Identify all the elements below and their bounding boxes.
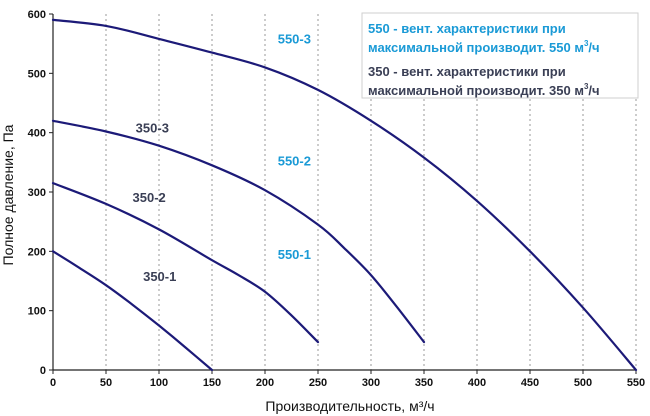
y-tick-label: 500 — [28, 68, 46, 80]
x-tick-label: 350 — [415, 377, 433, 389]
x-tick-label: 50 — [100, 377, 112, 389]
series-lines — [51, 18, 638, 372]
x-tick-label: 400 — [468, 377, 486, 389]
series-labels: 350-1 350-2 350-3 550-1 550-2 550-3 — [133, 32, 311, 284]
series-label-550-1: 550-1 — [278, 247, 311, 262]
y-axis-label: Полное давление, Па — [0, 124, 16, 265]
x-tick-label: 250 — [309, 377, 327, 389]
x-tick-label: 200 — [256, 377, 274, 389]
series-label-350-2: 350-2 — [133, 190, 166, 205]
x-tick-label: 550 — [627, 377, 645, 389]
x-tick-label: 500 — [574, 377, 592, 389]
series-label-550-2: 550-2 — [278, 153, 311, 168]
x-axis-label: Производительность, м³/ч — [265, 398, 434, 414]
series-line-550-1 — [51, 18, 638, 372]
legend-box — [361, 12, 639, 99]
legend-entry-line1: 350 - вент. характеристики при — [368, 64, 566, 79]
series-line-350-1 — [51, 250, 214, 372]
series-line-350-2 — [51, 182, 320, 344]
legend-entry-line2: максимальной производит. 350 м3/ч — [368, 82, 600, 98]
y-tick-label: 300 — [28, 187, 46, 199]
x-tick-label: 0 — [50, 377, 56, 389]
x-tick-label: 300 — [362, 377, 380, 389]
series-label-350-3: 350-3 — [136, 121, 169, 136]
y-tick-label: 0 — [40, 365, 46, 377]
series-label-550-3: 550-3 — [278, 32, 311, 47]
y-tick-label: 400 — [28, 128, 46, 140]
series-label-350-1: 350-1 — [143, 269, 176, 284]
x-tick-label: 150 — [203, 377, 221, 389]
y-tick-label: 200 — [28, 246, 46, 258]
grid — [105, 14, 637, 370]
legend: 550 - вент. характеристики при максимальн… — [361, 12, 639, 99]
y-tick-label: 100 — [28, 306, 46, 318]
y-tick-label: 600 — [28, 9, 46, 21]
x-tick-label: 450 — [521, 377, 539, 389]
legend-entry-line2: максимальной производит. 550 м3/ч — [368, 39, 600, 55]
ticks: 0 50 100 150 200 250 300 350 400 450 500 550 0 100 200… — [28, 9, 646, 389]
x-tick-label: 100 — [150, 377, 168, 389]
legend-entry-line1: 550 - вент. характеристики при — [368, 21, 566, 36]
series-line-350-3 — [51, 119, 426, 344]
